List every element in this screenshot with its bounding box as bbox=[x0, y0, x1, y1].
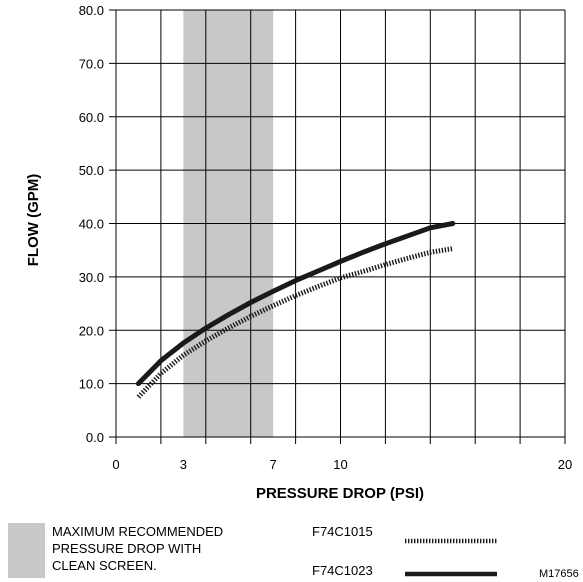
grid-layer bbox=[109, 9, 566, 444]
series-layer bbox=[135, 221, 456, 399]
x-axis-title: PRESSURE DROP (PSI) bbox=[256, 485, 424, 502]
figure-id: M17656 bbox=[539, 568, 579, 580]
x-tick-label: 10 bbox=[333, 457, 347, 472]
legend-series-f74c1023-label: F74C1023 bbox=[312, 563, 373, 578]
series-line-f74c1023 bbox=[135, 221, 456, 387]
y-axis-title: FLOW (GPM) bbox=[25, 174, 42, 266]
legend: MAXIMUM RECOMMENDED PRESSURE DROP WITH C… bbox=[8, 523, 579, 580]
legend-band-label-line-3: CLEAN SCREEN. bbox=[52, 558, 157, 573]
y-tick-label: 10.0 bbox=[79, 377, 104, 392]
y-tick-label: 0.0 bbox=[86, 430, 104, 445]
legend-band-swatch bbox=[8, 523, 45, 578]
x-tick-label: 7 bbox=[270, 457, 277, 472]
legend-band-label-line-1: MAXIMUM RECOMMENDED bbox=[52, 524, 223, 539]
legend-band-label-line-2: PRESSURE DROP WITH bbox=[52, 541, 201, 556]
x-tick-label: 0 bbox=[112, 457, 119, 472]
y-tick-label: 40.0 bbox=[79, 217, 104, 232]
y-tick-label: 80.0 bbox=[79, 3, 104, 18]
tick-label-layer: 0.0 10.0 20.0 30.0 40.0 50.0 60.0 70.0 80.0 0 3 7 10… bbox=[79, 3, 573, 472]
y-tick-label: 50.0 bbox=[79, 163, 104, 178]
y-tick-label: 20.0 bbox=[79, 323, 104, 338]
y-tick-label: 30.0 bbox=[79, 270, 104, 285]
y-tick-label: 60.0 bbox=[79, 110, 104, 125]
legend-series-f74c1015-label: F74C1015 bbox=[312, 524, 373, 539]
series-line-f74c1015 bbox=[136, 246, 454, 399]
y-tick-label: 70.0 bbox=[79, 56, 104, 71]
x-tick-label: 20 bbox=[558, 457, 572, 472]
x-tick-label: 3 bbox=[180, 457, 187, 472]
